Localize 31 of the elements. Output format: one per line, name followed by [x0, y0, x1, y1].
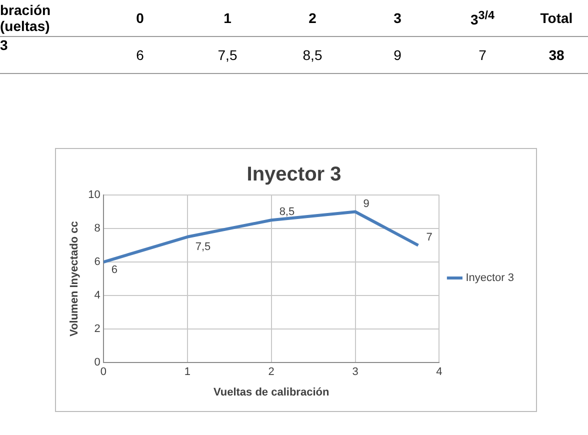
x-tick-label: 2	[268, 366, 274, 378]
text: 8,5	[270, 36, 355, 74]
y-tick-label: 4	[94, 290, 100, 302]
data-label: 7,5	[195, 240, 211, 253]
text: 2	[270, 0, 355, 36]
text: 1	[185, 0, 270, 36]
chart-title: Inyector 3	[246, 164, 342, 186]
y-axis-title: Volumen Inyectado cc	[68, 221, 81, 336]
data-label: 9	[363, 198, 370, 210]
legend-label: Inyector 3	[466, 272, 514, 284]
text: Total	[525, 0, 588, 36]
text: bración (ueltas)	[0, 0, 95, 36]
y-tick-label: 10	[88, 189, 100, 202]
text: 7,5	[185, 36, 270, 74]
text: 7	[440, 36, 525, 74]
text: 9	[355, 36, 440, 74]
data-label: 8,5	[279, 206, 295, 218]
text: 38	[525, 36, 588, 74]
x-tick-label: 1	[184, 366, 190, 378]
data-label: 7	[426, 231, 432, 244]
x-axis-title: Vueltas de calibración	[213, 386, 330, 398]
y-tick-label: 6	[94, 256, 100, 268]
y-tick-label: 0	[94, 356, 100, 369]
data-label: 6	[111, 264, 118, 276]
y-tick-label: 8	[94, 222, 100, 235]
text: 3	[0, 36, 95, 74]
x-tick-label: 4	[436, 366, 442, 378]
y-tick-label: 2	[94, 323, 100, 336]
x-tick-label: 3	[352, 366, 358, 378]
text: 3$^{3/4}$	[440, 0, 525, 36]
text: 3	[355, 0, 440, 36]
